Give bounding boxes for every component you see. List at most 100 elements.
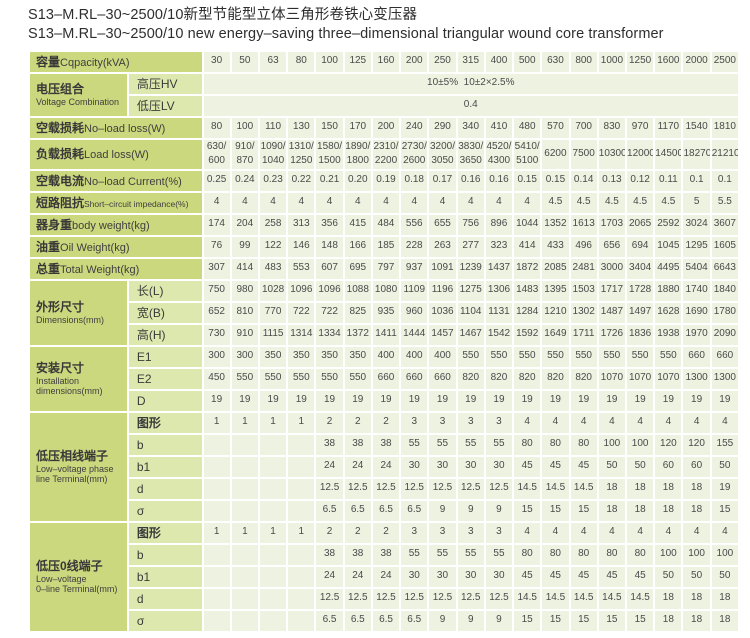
data-cell: 1300 <box>683 368 710 389</box>
data-cell: 80 <box>514 434 541 455</box>
sub-label-cell: d <box>128 478 202 499</box>
data-cell: 6.5 <box>344 610 371 631</box>
data-cell: 1091 <box>429 258 456 279</box>
sub-label-cell: σ <box>128 500 202 521</box>
data-cell: 55 <box>485 544 513 565</box>
data-cell: 550 <box>655 346 682 367</box>
row-label-en: Oil Weight(kg) <box>60 241 130 254</box>
data-cell: 660 <box>401 368 428 389</box>
table-row: 高(H) 730 910 1115 1314 1334 1372 1411 1444 1457 14… <box>30 324 738 345</box>
data-cell: 12.5 <box>429 478 456 499</box>
data-cell: 45 <box>598 566 626 587</box>
table-row: 总重Total Weight(kg) 307 414 483 553 607 695 797 9… <box>30 258 738 279</box>
data-cell: 1890/ 1800 <box>344 139 371 169</box>
data-cell: 19 <box>542 390 569 411</box>
col-header-cell: 50 <box>231 51 258 72</box>
data-cell: 50 <box>711 566 738 587</box>
row-label-cell: 容量Cqpacity(kVA) <box>30 51 202 72</box>
data-cell: 4 <box>598 412 626 433</box>
row-label-cell: 空载电流No–load Current(%) <box>30 170 202 191</box>
data-cell: 38 <box>316 544 343 565</box>
row-label-en: Cqpacity(kVA) <box>60 56 130 69</box>
data-cell: 550 <box>598 346 626 367</box>
data-cell: 50 <box>711 456 738 477</box>
data-cell: 1836 <box>627 324 654 345</box>
table-row: 低压LV 0.4 <box>30 95 738 116</box>
data-cell: 14.5 <box>514 478 541 499</box>
data-cell: 263 <box>429 236 456 257</box>
data-cell: 12.5 <box>344 588 371 609</box>
data-cell: 480 <box>514 117 541 138</box>
data-cell: 38 <box>344 434 371 455</box>
row-label-zh: 电压组合 <box>36 82 85 97</box>
data-cell: 4.5 <box>570 192 597 213</box>
data-cell <box>259 610 287 631</box>
row-label-en: body weight(kg) <box>72 219 150 232</box>
data-cell: 1 <box>231 412 258 433</box>
data-cell <box>203 566 230 587</box>
data-cell: 830 <box>598 117 626 138</box>
sub-label-cell: 高压HV <box>128 73 202 94</box>
data-cell: 4 <box>683 412 710 433</box>
table-row: 短路阻抗Short–circuit impedance(%) 4 4 4 4 4 4 4 4 4 4… <box>30 192 738 213</box>
table-row: σ 6.5 6.5 6.5 6.5 9 9 9 15 15 15 18 18 18 18 15 <box>30 500 738 521</box>
data-cell: 1109 <box>401 280 428 301</box>
data-cell: 550 <box>485 346 513 367</box>
data-cell <box>203 434 230 455</box>
data-cell: 45 <box>570 566 597 587</box>
sub-label-cell: E2 <box>128 368 202 389</box>
data-cell: 350 <box>344 346 371 367</box>
table-row: 油重Oil Weight(kg) 76 99 122 146 148 166 185 228 26… <box>30 236 738 257</box>
data-cell: 0.1 <box>683 170 710 191</box>
data-cell: 550 <box>570 346 597 367</box>
row-label-en: No–load Current(%) <box>84 175 182 188</box>
table-row: 电压组合 Voltage Combination 高压HV 10±5% 10±2×2.… <box>30 73 738 116</box>
col-header-cell: 125 <box>344 51 371 72</box>
data-cell: 80 <box>627 544 654 565</box>
data-cell: 0.16 <box>485 170 513 191</box>
data-cell: 1090/ 1040 <box>259 139 287 169</box>
data-cell: 24 <box>372 566 400 587</box>
data-cell <box>231 500 258 521</box>
data-cell: 130 <box>288 117 315 138</box>
data-cell: 960 <box>401 302 428 323</box>
data-cell: 38 <box>372 434 400 455</box>
data-cell: 6.5 <box>372 610 400 631</box>
data-cell: 820 <box>514 368 541 389</box>
data-cell: 30 <box>485 566 513 587</box>
data-cell: 5410/ 5100 <box>514 139 541 169</box>
col-header-cell: 160 <box>372 51 400 72</box>
data-cell: 4495 <box>655 258 682 279</box>
row-label-zh: 低压0线端子 <box>36 559 103 574</box>
data-cell: 19 <box>598 390 626 411</box>
data-cell: 910/ 870 <box>231 139 258 169</box>
data-cell: 0.15 <box>514 170 541 191</box>
data-cell: 19 <box>485 390 513 411</box>
data-cell: 166 <box>344 236 371 257</box>
data-cell: 15 <box>514 610 541 631</box>
data-cell <box>231 434 258 455</box>
row-label-cell: 总重Total Weight(kg) <box>30 258 202 279</box>
data-cell: 3830/ 3650 <box>457 139 484 169</box>
data-cell: 15 <box>542 500 569 521</box>
data-cell: 148 <box>316 236 343 257</box>
row-label-zh: 空载电流 <box>36 173 85 188</box>
row-label-zh: 低压相线端子 <box>36 449 109 464</box>
row-label-en: Total Weight(kg) <box>60 263 140 276</box>
data-cell: 820 <box>570 368 597 389</box>
data-cell: 1334 <box>316 324 343 345</box>
table-row: b1 24 24 24 30 30 30 30 45 45 45 45 45 50 50 50 <box>30 566 738 587</box>
data-cell <box>288 456 315 477</box>
row-label-en: Load loss(W) <box>84 149 149 162</box>
data-cell: 12.5 <box>485 588 513 609</box>
table-row: b 38 38 38 55 55 55 55 80 80 80 100 100 120 120 155 <box>30 434 738 455</box>
data-cell: 24 <box>344 456 371 477</box>
data-cell: 1780 <box>711 302 738 323</box>
table-row: 容量Cqpacity(kVA) 30 50 63 80 100 125 160 200 250 31… <box>30 51 738 72</box>
data-cell: 50 <box>627 456 654 477</box>
data-cell: 4 <box>288 192 315 213</box>
data-cell: 4 <box>655 412 682 433</box>
sub-label-cell: 图形 <box>128 522 202 543</box>
data-cell: 19 <box>288 390 315 411</box>
data-cell: 3 <box>485 522 513 543</box>
